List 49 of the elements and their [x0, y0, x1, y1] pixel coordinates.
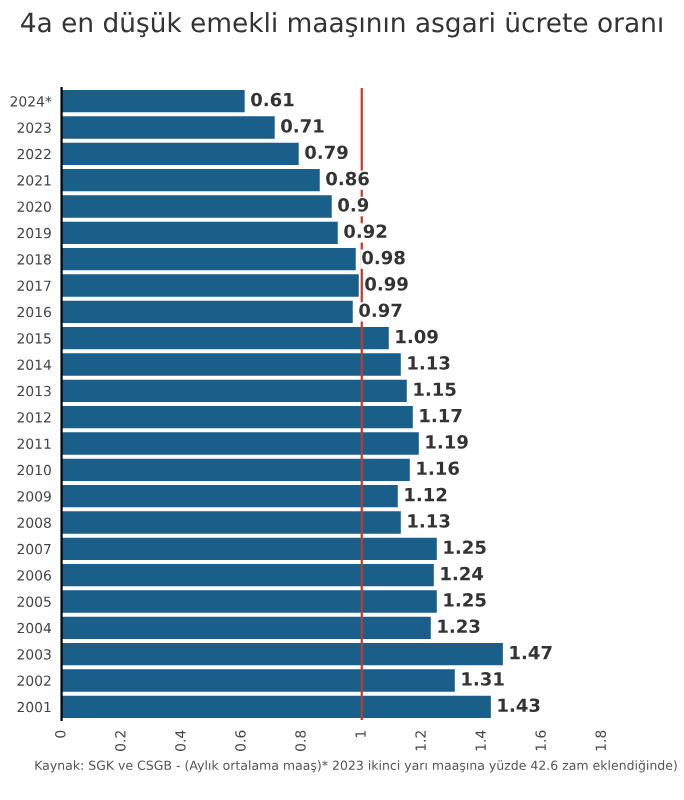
data-label: 1.15 — [414, 382, 456, 397]
data-label: 1.43 — [498, 698, 540, 713]
bar — [61, 379, 407, 403]
data-label: 0.92 — [344, 224, 387, 239]
data-label: 1.13 — [408, 356, 450, 370]
data-label: 1.25 — [444, 593, 486, 607]
data-label: 1.24 — [441, 566, 484, 581]
data-label: 0.99 — [365, 277, 408, 291]
bar — [61, 326, 389, 350]
bar — [61, 274, 359, 297]
bar — [61, 484, 398, 508]
bar — [61, 590, 437, 613]
bar — [61, 116, 275, 139]
bar — [61, 300, 353, 324]
bar — [61, 247, 356, 271]
data-label: 0.98 — [362, 250, 405, 265]
data-label: 1.19 — [426, 435, 468, 449]
bar — [61, 695, 491, 719]
data-label: 1.23 — [438, 619, 480, 634]
bar — [61, 458, 410, 482]
bar — [61, 432, 419, 455]
bar — [61, 563, 434, 587]
data-label: 1.31 — [462, 672, 504, 686]
data-label: 1.13 — [408, 514, 450, 528]
bar — [61, 669, 455, 692]
data-label: 1.12 — [405, 487, 447, 502]
bar — [61, 353, 401, 376]
chart-title: 4a en düşük emekli maaşının asgari ücrete oranı — [21, 12, 662, 38]
bar — [61, 142, 299, 166]
data-label: 0.61 — [251, 92, 294, 107]
bar — [61, 168, 320, 192]
data-label: 0.9 — [338, 198, 369, 212]
data-label: 1.16 — [417, 461, 459, 476]
data-label: 1.17 — [420, 408, 462, 423]
bar — [61, 616, 431, 640]
bar — [61, 89, 245, 113]
data-label: 1.09 — [396, 329, 438, 344]
bar — [61, 405, 413, 429]
bar — [61, 642, 503, 666]
data-label: 1.47 — [510, 645, 552, 660]
data-label: 1.25 — [444, 540, 486, 555]
bar — [61, 511, 401, 534]
bar — [61, 537, 437, 561]
data-label: 0.86 — [326, 171, 369, 186]
bar — [61, 195, 332, 218]
data-label: 0.97 — [359, 303, 402, 318]
data-label: 0.79 — [305, 145, 348, 160]
bar — [61, 221, 338, 245]
data-label: 0.71 — [281, 119, 324, 133]
